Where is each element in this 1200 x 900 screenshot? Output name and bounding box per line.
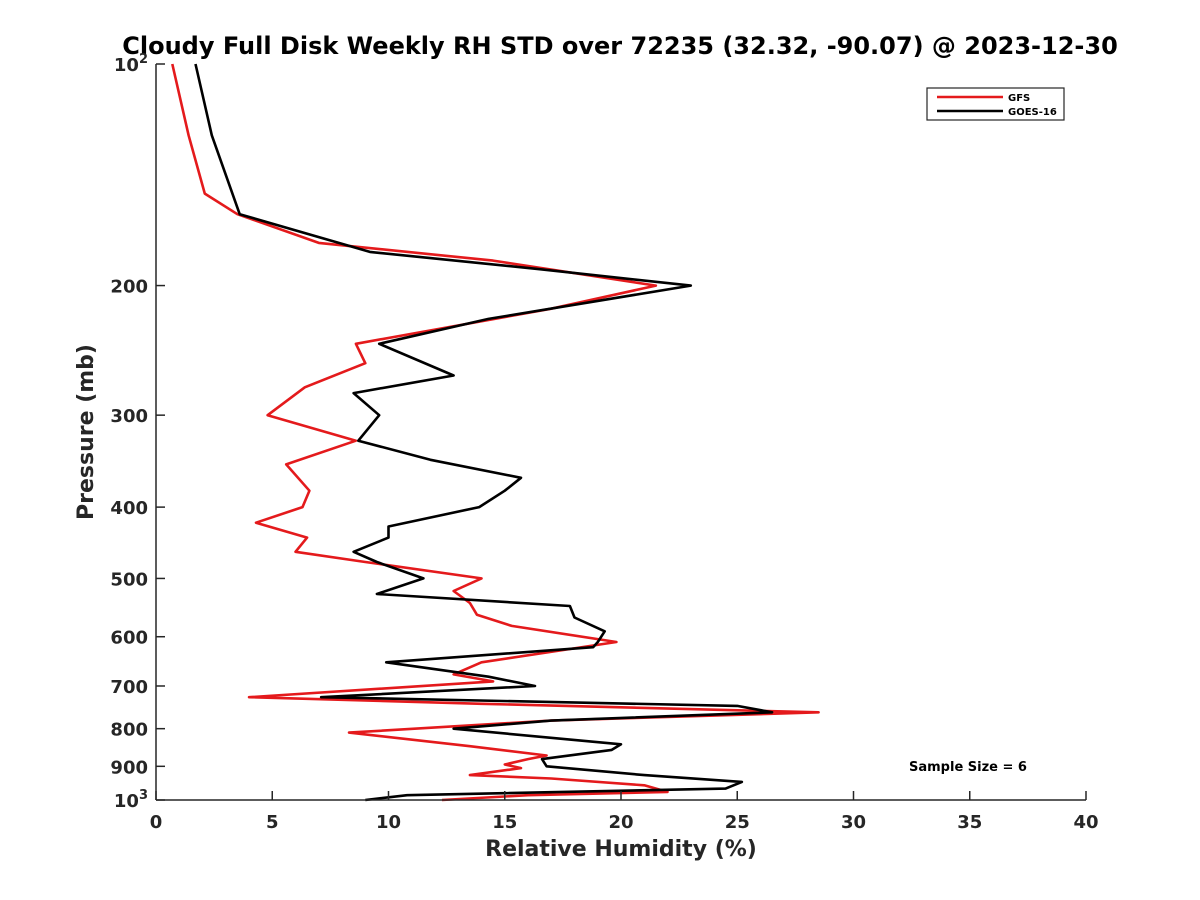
chart-title: Cloudy Full Disk Weekly RH STD over 7223…	[122, 32, 1118, 60]
y-tick-label: 200	[110, 277, 148, 298]
y-tick-label: 400	[110, 498, 148, 519]
legend: GFS GOES-16	[926, 87, 1065, 121]
plot-background	[156, 64, 1086, 800]
y-tick-label: 300	[110, 406, 148, 427]
legend-label-gfs: GFS	[1008, 93, 1030, 104]
x-tick-label: 30	[841, 812, 866, 833]
legend-box	[926, 87, 1065, 121]
plot-area	[155, 63, 1086, 802]
y-axis-ticks: 102 200 300 400 500 600 700 800 900 103	[110, 52, 165, 812]
y-axis-label: Pressure (mb)	[74, 344, 99, 520]
sample-size-annotation: Sample Size = 6	[909, 760, 1027, 775]
y-tick-label: 102	[114, 52, 148, 76]
x-axis-label: Relative Humidity (%)	[485, 837, 757, 862]
y-tick-label: 700	[110, 677, 148, 698]
x-tick-label: 35	[957, 812, 982, 833]
x-axis-ticks: 0 5 10 15 20 25 30 35 40	[150, 791, 1099, 833]
x-tick-label: 10	[376, 812, 401, 833]
y-tick-label: 500	[110, 569, 148, 590]
y-tick-label: 103	[114, 788, 148, 812]
series-line-goes16	[194, 63, 774, 802]
y-tick-label: 600	[110, 628, 148, 649]
x-tick-label: 5	[266, 812, 279, 833]
y-tick-label: 800	[110, 720, 148, 741]
x-tick-label: 0	[150, 812, 163, 833]
x-tick-label: 15	[492, 812, 517, 833]
x-tick-label: 20	[608, 812, 633, 833]
series-layer	[171, 63, 820, 802]
x-tick-label: 25	[725, 812, 750, 833]
y-tick-label: 900	[110, 757, 148, 778]
legend-label-goes16: GOES-16	[1008, 107, 1057, 118]
x-tick-label: 40	[1073, 812, 1098, 833]
